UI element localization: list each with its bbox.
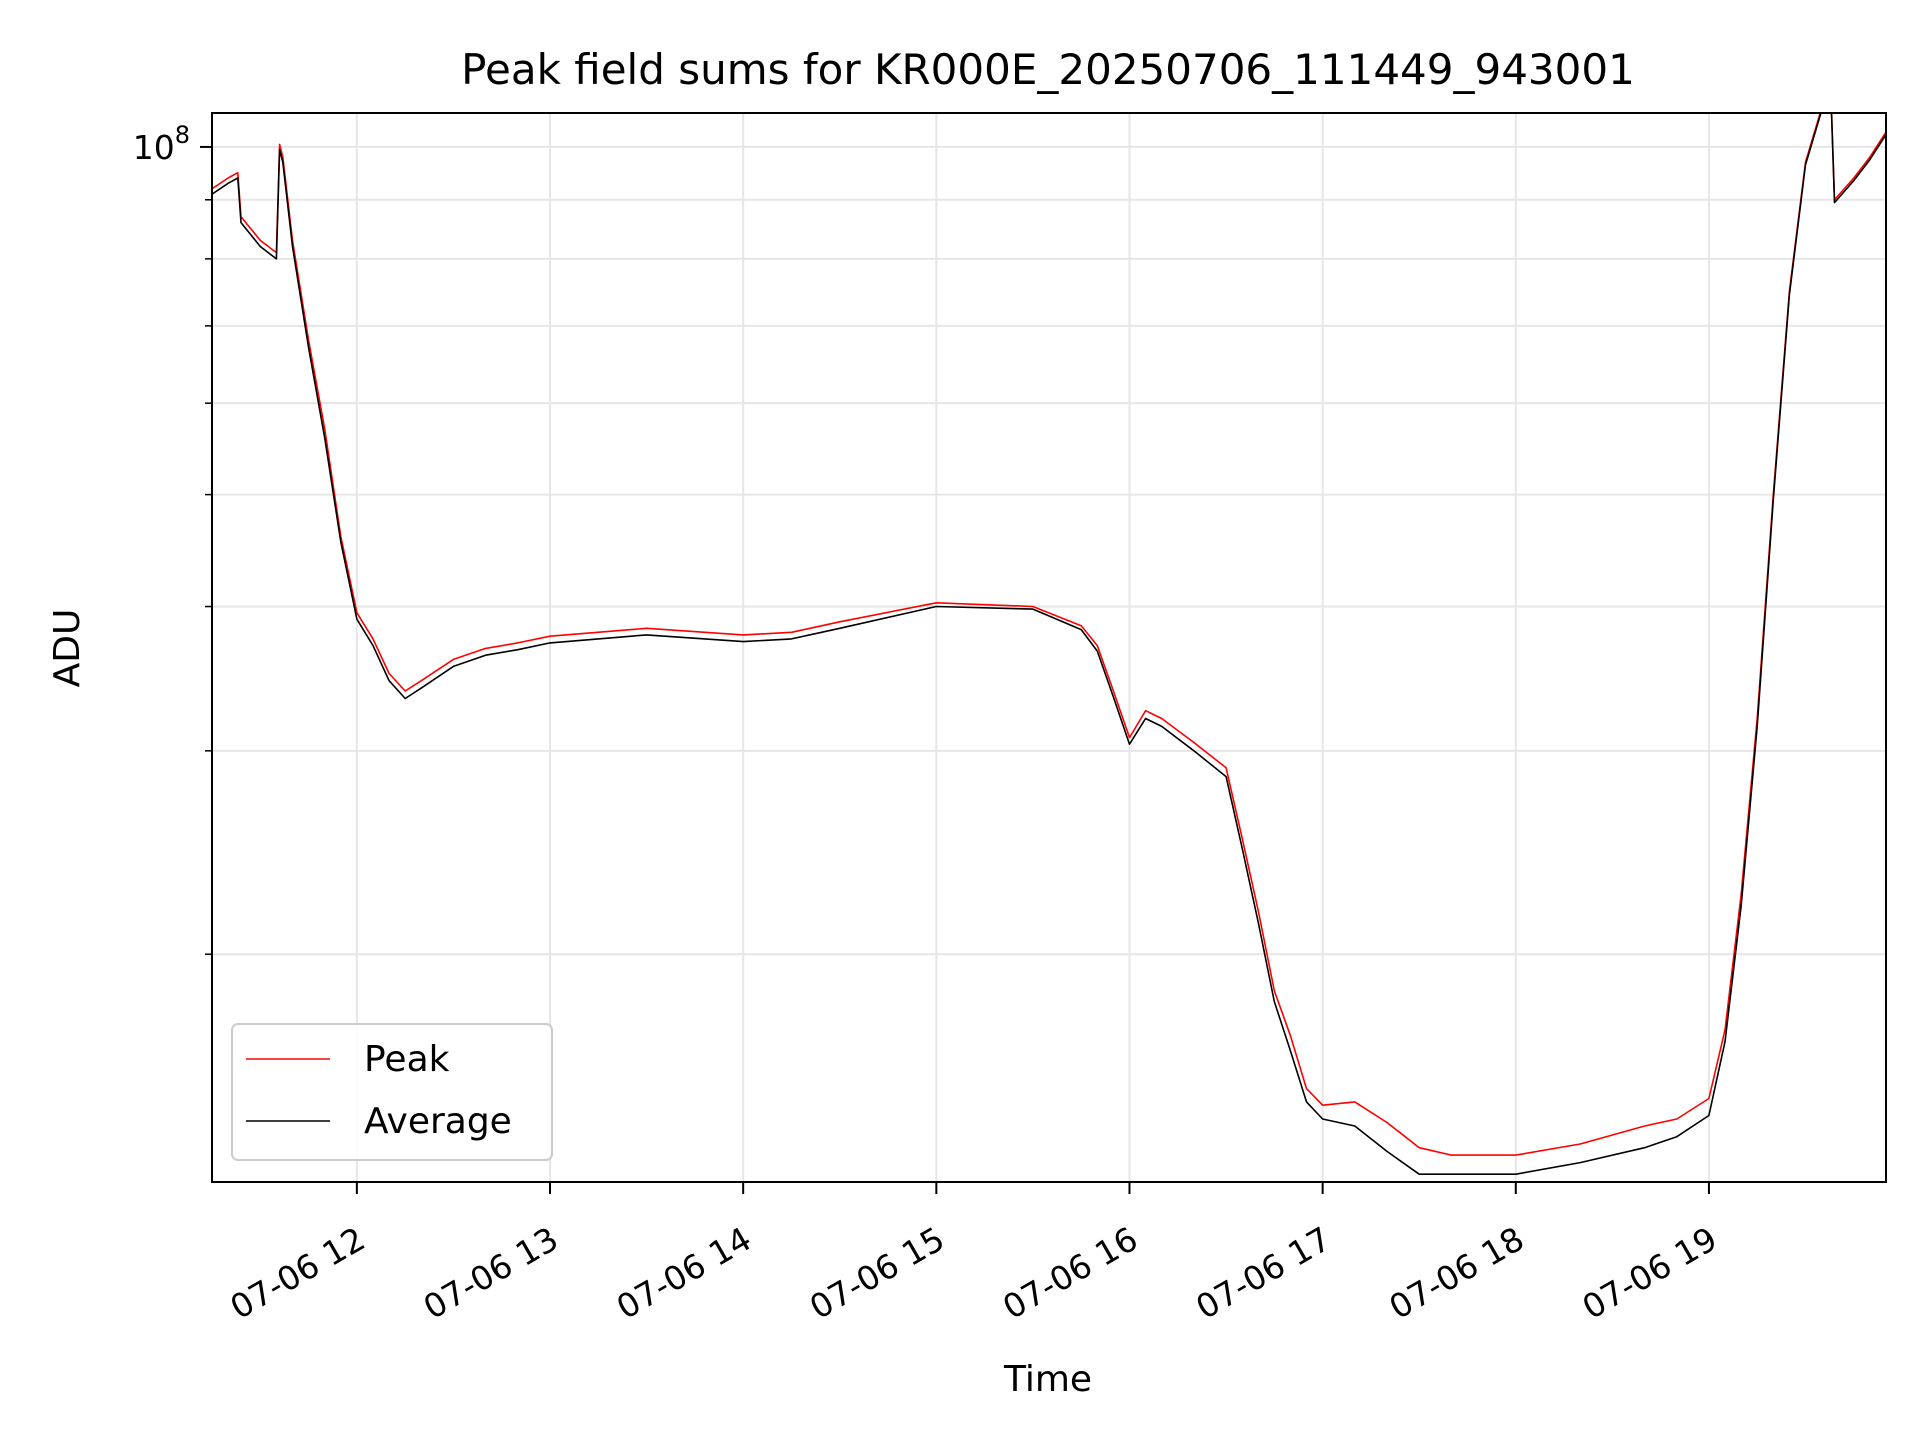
legend-label-average: Average	[364, 1101, 512, 1142]
x-axis-label: Time	[1003, 1359, 1092, 1400]
x-tick-label: 07-06 15	[803, 1219, 951, 1327]
legend-label-peak: Peak	[364, 1039, 450, 1080]
x-tick-label: 07-06 14	[610, 1219, 758, 1327]
x-tick-label: 07-06 12	[224, 1219, 372, 1327]
x-tick-label: 07-06 13	[417, 1219, 565, 1327]
series-group	[212, 113, 1886, 1175]
series-line-peak	[212, 113, 1886, 1156]
plot-frame	[211, 112, 1887, 1183]
x-tick-label: 07-06 19	[1576, 1219, 1724, 1327]
y-axis-label: ADU	[47, 609, 88, 688]
legend: Peak Average	[231, 1023, 553, 1161]
series-line-average	[212, 113, 1886, 1175]
x-tick-label: 07-06 17	[1189, 1219, 1337, 1327]
x-axis-ticks: 07-06 12 07-06 13 07-06 14 07-06 15 07-06 16…	[224, 1182, 1724, 1327]
x-tick-label: 07-06 18	[1382, 1219, 1530, 1327]
chart-title: Peak field sums for KR000E_20250706_1114…	[461, 45, 1635, 94]
grid	[212, 113, 1886, 1182]
legend-box	[231, 1023, 553, 1161]
y-tick-label: 108	[133, 121, 190, 167]
x-tick-label: 07-06 16	[996, 1219, 1144, 1327]
y-axis-ticks: 108	[133, 121, 212, 955]
